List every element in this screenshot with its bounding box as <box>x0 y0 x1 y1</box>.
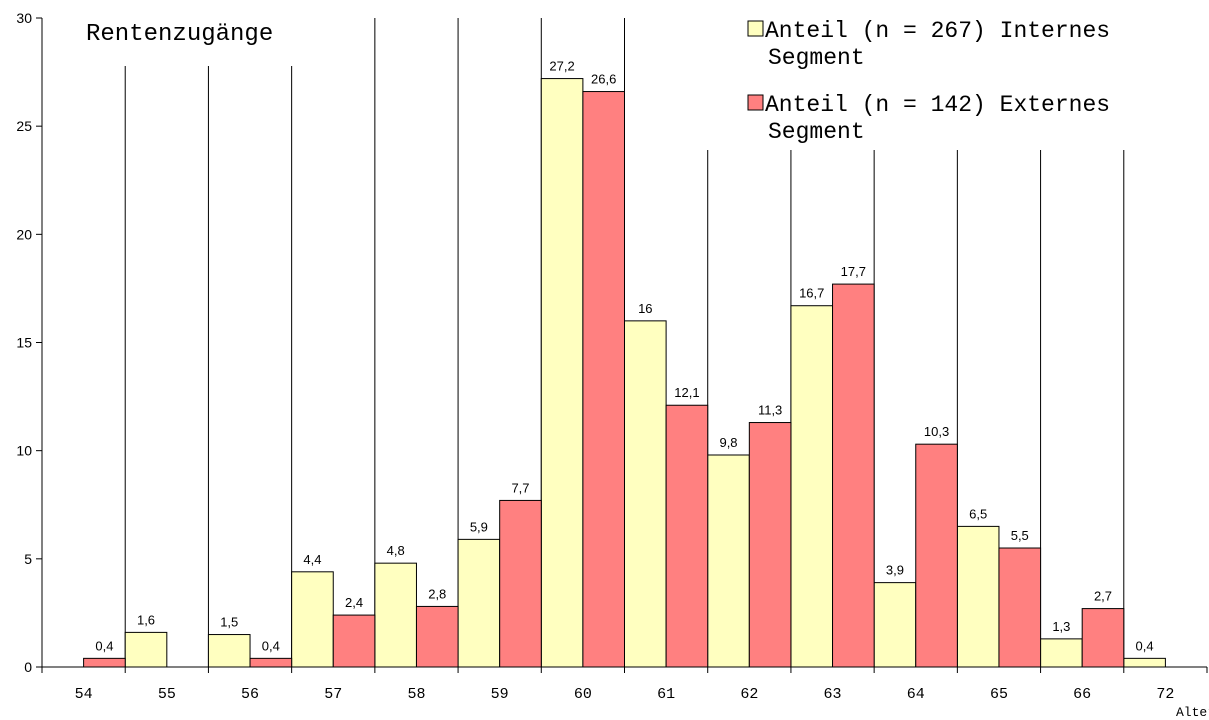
bar-internes-55 <box>124 631 168 668</box>
value-label: 0,4 <box>95 638 113 653</box>
bar-internes-58 <box>374 562 417 668</box>
value-label: 2,8 <box>428 586 446 601</box>
y-tick-label: 20 <box>16 226 32 242</box>
value-label: 5,9 <box>470 519 488 534</box>
value-label: 16,7 <box>799 286 824 301</box>
bar-internes-62 <box>707 454 750 668</box>
bar-externes-60 <box>582 91 626 668</box>
x-tick-label: 72 <box>1156 686 1174 703</box>
legend-label-internes-line2: Segment <box>768 45 865 71</box>
value-label: 4,4 <box>303 552 321 567</box>
x-axis-title: Alter <box>1176 705 1209 720</box>
bar-externes-54 <box>83 657 126 668</box>
bars <box>83 78 1166 668</box>
bar-externes-63 <box>832 283 875 668</box>
x-tick-label: 64 <box>907 686 925 703</box>
y-tick-label: 10 <box>16 443 32 459</box>
y-tick-label: 30 <box>16 10 32 26</box>
bar-internes-66 <box>1040 638 1083 668</box>
x-tick-labels: 54 55 56 57 58 59 60 61 62 63 64 65 66 72 <box>41 667 1208 703</box>
y-tick-label: 0 <box>24 659 32 675</box>
bar-externes-56 <box>249 657 293 668</box>
bar-externes-58 <box>415 605 459 668</box>
value-label: 12,1 <box>674 385 699 400</box>
x-tick-label: 55 <box>158 686 176 703</box>
x-tick-label: 54 <box>75 686 93 703</box>
value-label: 1,3 <box>1052 619 1070 634</box>
x-tick-label: 65 <box>990 686 1008 703</box>
legend: Anteil (n = 267) Internes Segment Anteil… <box>747 18 1110 145</box>
legend-label-internes: Anteil (n = 267) Internes <box>765 18 1110 44</box>
bar-internes-59 <box>457 538 501 668</box>
y-tick-label: 5 <box>24 551 32 567</box>
bar-internes-61 <box>624 320 667 668</box>
value-label: 16 <box>638 301 652 316</box>
value-label: 4,8 <box>387 543 405 558</box>
x-tick-label: 61 <box>657 686 675 703</box>
x-tick-label: 57 <box>324 686 342 703</box>
value-label: 1,5 <box>220 615 238 630</box>
value-label: 10,3 <box>924 424 949 439</box>
value-label: 6,5 <box>969 506 987 521</box>
value-label: 3,9 <box>886 563 904 578</box>
x-tick-label: 62 <box>740 686 758 703</box>
value-label: 2,7 <box>1094 589 1112 604</box>
value-label: 0,4 <box>262 638 280 653</box>
x-tick-label: 66 <box>1073 686 1091 703</box>
x-tick-label: 59 <box>491 686 509 703</box>
bar-internes-72 <box>1123 657 1166 668</box>
value-label: 9,8 <box>719 435 737 450</box>
legend-label-externes-line2: Segment <box>768 119 865 145</box>
axes <box>36 18 1207 673</box>
value-labels: 1,6 1,5 4,4 4,8 5,9 27,2 16 9,8 16,7 3,9 6,5 1,3 0,4… <box>95 59 1153 654</box>
x-tick-label: 60 <box>574 686 592 703</box>
bar-externes-61 <box>665 404 709 668</box>
value-label: 2,4 <box>345 595 363 610</box>
bar-internes-60 <box>540 78 584 668</box>
y-tick-labels: 0 5 10 15 20 25 30 <box>16 10 42 675</box>
value-label: 5,5 <box>1011 528 1029 543</box>
value-label: 1,6 <box>137 612 155 627</box>
bar-externes-65 <box>998 547 1042 668</box>
legend-swatch-externes <box>747 94 764 111</box>
value-label: 0,4 <box>1136 638 1154 653</box>
x-tick-label: 63 <box>824 686 842 703</box>
bar-internes-56 <box>207 634 251 668</box>
bar-internes-57 <box>291 571 334 668</box>
bar-externes-57 <box>332 614 376 668</box>
bar-externes-64 <box>915 443 958 668</box>
value-label: 11,3 <box>758 403 782 418</box>
bar-internes-65 <box>956 525 1000 668</box>
x-tick-label: 56 <box>241 686 259 703</box>
chart-title: Rentenzugänge <box>86 21 273 48</box>
bar-externes-62 <box>748 422 792 668</box>
legend-swatch-internes <box>747 20 764 37</box>
legend-label-externes: Anteil (n = 142) Externes <box>765 92 1110 118</box>
bar-externes-66 <box>1081 608 1125 668</box>
bar-internes-63 <box>790 305 834 668</box>
value-label: 26,6 <box>591 72 616 87</box>
bar-internes-64 <box>873 582 917 668</box>
y-tick-label: 25 <box>16 118 32 134</box>
value-label: 17,7 <box>841 264 866 279</box>
value-label: 7,7 <box>511 480 529 495</box>
x-tick-label: 58 <box>407 686 425 703</box>
bar-externes-59 <box>499 499 542 668</box>
value-label: 27,2 <box>549 59 574 74</box>
y-tick-label: 15 <box>16 335 32 351</box>
